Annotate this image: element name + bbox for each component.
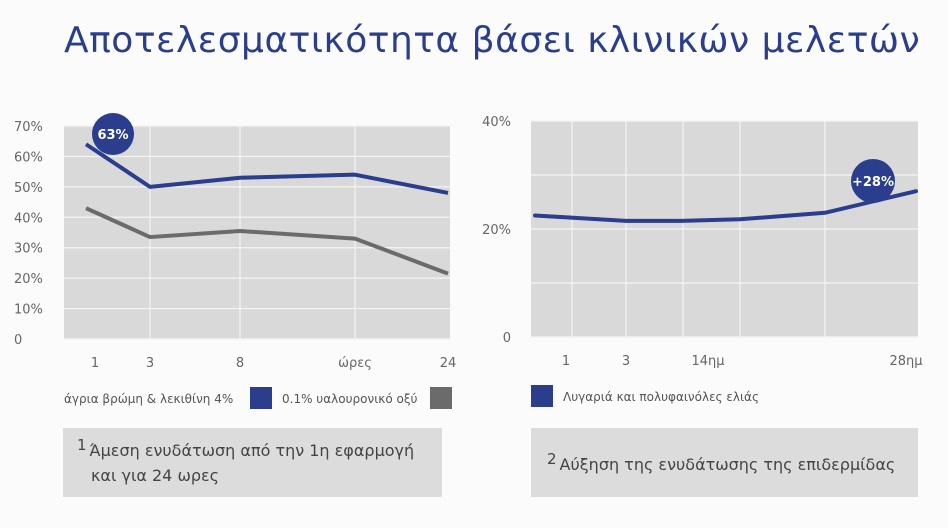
series-line (85, 206, 449, 276)
x-tick-label: 8 (236, 356, 244, 371)
x-tick-label: 3 (146, 356, 154, 371)
note-number-2: 2 (547, 450, 557, 468)
y-tick-label: 40% (14, 211, 43, 226)
plot-area-2 (531, 121, 918, 337)
legend-swatch-olive (531, 385, 553, 407)
note-1-line-1: Άμεση ενυδάτωση από την 1η εφαρμογή (89, 441, 415, 460)
note-1-line-2: και για 24 ωρες (91, 466, 220, 485)
note-box-2: 2 Αύξηση της ενυδάτωσης της επιδερμίδας (531, 428, 918, 497)
annotation-bubble-2: +28% (851, 159, 895, 203)
annotation-bubble: 63% (92, 113, 134, 155)
y-tick-label: 60% (14, 150, 43, 165)
plot-area (64, 126, 450, 339)
series-line (84, 142, 449, 195)
x-tick-label-2: 14ημ (691, 354, 724, 369)
x-tick-label: 1 (91, 356, 99, 371)
legend-label-oat-lecithin: άγρια βρώμη & λεκιθίνη 4% (64, 392, 234, 406)
x-tick-label-2: 28ημ (889, 354, 922, 369)
legend-label-hyaluronic: 0.1% υαλουρονικό οξύ (282, 392, 418, 406)
note-box-1: 1 Άμεση ενυδάτωση από την 1η εφαρμογή και… (63, 428, 442, 497)
bubble-label-2: +28% (852, 175, 894, 190)
bubble-circle-2 (851, 159, 895, 203)
y-tick-label: 0 (14, 333, 22, 348)
legend-swatch-oat-lecithin (250, 387, 272, 409)
series-line-2 (533, 189, 918, 223)
y-tick-label: 70% (14, 120, 43, 135)
bubble-circle (92, 113, 134, 155)
y-tick-label-2: 40% (482, 115, 511, 130)
x-tick-label-2: 3 (622, 354, 630, 369)
x-tick-label-2: 1 (562, 354, 570, 369)
y-tick-label-2: 0 (503, 331, 511, 346)
note-number-1: 1 (77, 436, 87, 454)
legend-swatch-hyaluronic (430, 387, 452, 409)
bubble-label: 63% (97, 128, 128, 143)
note-2-line-1: Αύξηση της ενυδάτωσης της επιδερμίδας (559, 455, 896, 474)
y-tick-label: 30% (14, 242, 43, 257)
y-tick-label: 10% (14, 303, 43, 318)
x-tick-label: 24 (440, 356, 457, 371)
x-tick-label: ώρες (338, 356, 372, 371)
page-title: Αποτελεσματικότητα βάσει κλινικών μελετώ… (64, 20, 921, 61)
y-tick-label: 20% (14, 272, 43, 287)
y-tick-label: 50% (14, 181, 43, 196)
legend-label-olive: Λυγαριά και πολυφαινόλες ελιάς (563, 390, 760, 404)
y-tick-label-2: 20% (482, 223, 511, 238)
